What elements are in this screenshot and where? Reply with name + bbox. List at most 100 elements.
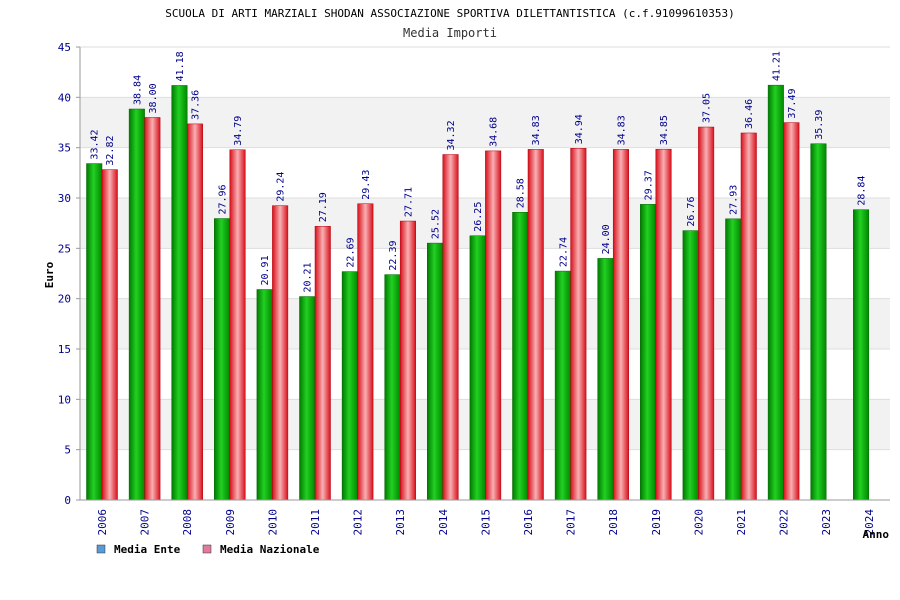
bar-media-nazionale-2022	[783, 122, 800, 501]
x-tick-label-2019: 2019	[650, 509, 663, 536]
bar-media-nazionale-2010	[272, 205, 289, 501]
bar-media-nazionale-2013	[399, 220, 416, 501]
bar-media-ente-2010	[256, 289, 273, 501]
bar-media-nazionale-2009	[229, 149, 246, 501]
bar-media-ente-2009	[214, 218, 231, 501]
bar-media-ente-2022	[767, 84, 784, 501]
y-tick-label: 15	[58, 343, 71, 356]
data-label-media-nazionale-2015: 34.68	[489, 117, 500, 147]
bar-media-nazionale-2012	[357, 203, 374, 501]
data-label-media-ente-2022: 41.21	[771, 51, 782, 81]
data-label-media-nazionale-2016: 34.83	[531, 115, 542, 145]
x-tick-label-2009: 2009	[224, 509, 237, 536]
x-axis-label: Anno	[863, 528, 890, 541]
data-label-media-ente-2012: 22.69	[345, 237, 356, 267]
data-label-media-ente-2007: 38.84	[132, 75, 143, 105]
data-label-media-ente-2020: 26.76	[686, 197, 697, 227]
chart-title: SCUOLA DI ARTI MARZIALI SHODAN ASSOCIAZI…	[165, 7, 735, 20]
plot-band	[80, 47, 890, 98]
bar-media-ente-2018	[597, 258, 614, 501]
y-tick-label: 45	[58, 41, 71, 54]
bar-media-ente-2020	[682, 230, 699, 501]
legend: Media Ente Media Nazionale	[96, 543, 320, 556]
bar-media-nazionale-2019	[655, 148, 672, 501]
data-label-media-nazionale-2010: 29.24	[276, 172, 287, 202]
data-label-media-nazionale-2017: 34.94	[574, 114, 585, 144]
bar-media-ente-2012	[341, 271, 358, 501]
data-label-media-ente-2006: 33.42	[90, 129, 101, 159]
bar-media-nazionale-2011	[314, 226, 331, 501]
bar-media-ente-2017	[554, 270, 571, 501]
x-tick-label-2023: 2023	[820, 509, 833, 536]
x-tick-label-2024: 2024	[863, 509, 876, 536]
data-label-media-nazionale-2022: 37.49	[787, 88, 798, 118]
data-label-media-ente-2013: 22.39	[388, 240, 399, 270]
data-label-media-ente-2023: 35.39	[814, 110, 825, 140]
bar-media-ente-2011	[299, 296, 316, 501]
bar-media-nazionale-2014	[442, 154, 459, 501]
data-label-media-ente-2024: 28.84	[857, 176, 868, 206]
y-tick-label: 25	[58, 242, 71, 255]
data-label-media-nazionale-2021: 36.46	[744, 99, 755, 129]
chart-subtitle: Media Importi	[403, 26, 497, 40]
x-tick-label-2015: 2015	[479, 509, 492, 535]
y-tick-label: 5	[64, 444, 71, 457]
data-label-media-ente-2016: 28.58	[516, 178, 527, 208]
data-label-media-nazionale-2008: 37.36	[190, 90, 201, 120]
x-tick-label-2014: 2014	[437, 509, 450, 536]
y-tick-label: 20	[58, 293, 71, 306]
bar-media-ente-2019	[640, 204, 657, 501]
data-label-media-ente-2019: 29.37	[644, 170, 655, 200]
x-tick-label-2017: 2017	[565, 509, 578, 536]
bar-media-ente-2015	[469, 235, 486, 501]
y-axis-label: Euro	[43, 261, 56, 288]
x-tick-label-2006: 2006	[96, 509, 109, 536]
data-label-media-nazionale-2018: 34.83	[616, 115, 627, 145]
data-label-media-nazionale-2007: 38.00	[148, 83, 159, 113]
x-tick-label-2018: 2018	[607, 509, 620, 536]
data-label-media-ente-2010: 20.91	[260, 255, 271, 285]
x-tick-label-2020: 2020	[692, 509, 705, 536]
bar-media-nazionale-2008	[186, 123, 203, 501]
data-label-media-ente-2017: 22.74	[558, 237, 569, 267]
data-label-media-nazionale-2012: 29.43	[361, 170, 372, 200]
bar-media-ente-2014	[427, 242, 444, 501]
legend-swatch-media-ente	[96, 544, 106, 554]
bar-media-nazionale-2015	[485, 150, 502, 501]
data-label-media-nazionale-2009: 34.79	[233, 116, 244, 146]
data-label-media-ente-2015: 26.25	[473, 202, 484, 232]
data-labels: 33.42 32.82 38.84 38.00 41.18 37.36 27.96 34.79…	[90, 51, 868, 293]
legend-label-media-nazionale: Media Nazionale	[220, 543, 320, 556]
bar-media-nazionale-2017	[570, 148, 587, 501]
data-label-media-ente-2014: 25.52	[431, 209, 442, 239]
data-label-media-ente-2008: 41.18	[175, 51, 186, 81]
x-tick-label-2012: 2012	[352, 509, 365, 536]
y-tick-label: 10	[58, 393, 71, 406]
bar-media-ente-2024	[853, 209, 870, 501]
y-tick-label: 40	[58, 91, 71, 104]
x-tick-label-2016: 2016	[522, 509, 535, 536]
data-label-media-ente-2018: 24.00	[601, 224, 612, 254]
y-tick-label: 30	[58, 192, 71, 205]
legend-label-media-ente: Media Ente	[114, 543, 181, 556]
bar-media-nazionale-2006	[101, 169, 118, 501]
x-tick-label-2013: 2013	[394, 509, 407, 536]
bar-media-nazionale-2007	[144, 117, 161, 501]
data-label-media-ente-2021: 27.93	[729, 185, 740, 215]
bar-media-ente-2013	[384, 274, 401, 501]
x-tick-label-2010: 2010	[266, 509, 279, 536]
data-label-media-nazionale-2014: 34.32	[446, 120, 457, 150]
data-label-media-nazionale-2011: 27.19	[318, 192, 329, 222]
bar-media-ente-2023	[810, 143, 827, 501]
bar-media-ente-2007	[128, 108, 145, 501]
data-label-media-nazionale-2019: 34.85	[659, 115, 670, 145]
data-label-media-ente-2009: 27.96	[218, 184, 229, 214]
x-tick-label-2022: 2022	[778, 509, 791, 536]
y-tick-label: 35	[58, 142, 71, 155]
y-axis-ticks: 0 5 10 15 20 25 30 35 40 45	[58, 41, 80, 507]
x-tick-label-2011: 2011	[309, 509, 322, 536]
bar-media-nazionale-2020	[698, 126, 715, 501]
x-axis-ticks: 2006 2007 2008 2009 2010 2011 2012 2013 2014 2015…	[96, 509, 876, 536]
bar-media-nazionale-2021	[740, 132, 757, 501]
